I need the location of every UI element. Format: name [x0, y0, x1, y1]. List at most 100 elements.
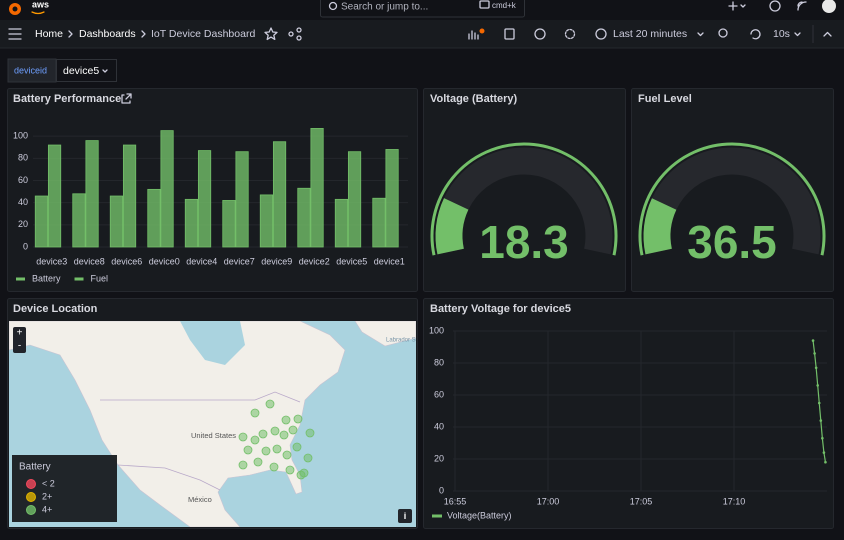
device-marker[interactable]: [243, 445, 253, 455]
series-point: [821, 436, 824, 440]
y-tick-label: 100: [13, 131, 28, 141]
map[interactable]: Labrador Sea United States México + - Ba…: [9, 321, 423, 527]
refresh-button[interactable]: [750, 29, 761, 40]
help-button[interactable]: [769, 0, 781, 12]
device-marker[interactable]: [265, 399, 275, 409]
settings-button[interactable]: [564, 28, 576, 40]
device-marker[interactable]: [282, 450, 292, 460]
brand-smile: [31, 11, 45, 15]
device-markers: [238, 399, 315, 480]
bar: [147, 188, 161, 248]
gauge-threshold: [430, 142, 618, 256]
place-label: United States: [191, 431, 236, 440]
user-avatar[interactable]: [822, 0, 836, 13]
zoom-out[interactable]: -: [18, 341, 21, 352]
x-tick-label: device5: [336, 256, 367, 266]
legend-label: 4+: [42, 504, 52, 514]
device-marker[interactable]: [293, 414, 303, 424]
device-marker[interactable]: [292, 442, 302, 452]
y-tick-label: 60: [434, 389, 444, 399]
y-tick-label: 100: [429, 325, 444, 335]
y-tick-label: 60: [18, 175, 28, 185]
y-tick-label: 80: [18, 153, 28, 163]
hudson-bay: [180, 321, 245, 365]
insights-button[interactable]: [534, 28, 546, 40]
bar: [310, 128, 324, 248]
device-marker[interactable]: [258, 429, 268, 439]
news-button[interactable]: [797, 1, 807, 11]
series-point: [813, 352, 816, 355]
device-marker[interactable]: [303, 453, 313, 463]
gauge-value: [643, 198, 677, 255]
device-marker[interactable]: [270, 426, 280, 436]
collapse-button[interactable]: [823, 31, 832, 37]
star-button[interactable]: [264, 27, 278, 41]
legend-label: Fuel: [91, 273, 109, 283]
panel-link[interactable]: [121, 93, 132, 104]
breadcrumb[interactable]: Home: [35, 28, 63, 40]
breadcrumb[interactable]: Dashboards: [79, 28, 136, 40]
panel-title: Fuel Level: [638, 93, 692, 105]
device-marker[interactable]: [269, 462, 279, 472]
add-panel-button[interactable]: [468, 30, 479, 40]
share-button[interactable]: [288, 27, 302, 41]
time-range-picker[interactable]: Last 20 minutes: [613, 28, 687, 40]
variable-caret: [102, 69, 108, 73]
legend-swatch: [26, 505, 36, 515]
y-tick-label: 0: [23, 241, 28, 251]
x-tick-label: device7: [224, 256, 255, 266]
menu-button[interactable]: [8, 28, 22, 40]
device-marker[interactable]: [253, 457, 263, 467]
device-marker[interactable]: [305, 428, 315, 438]
breadcrumb-current: IoT Device Dashboard: [151, 28, 255, 40]
series-point: [816, 384, 819, 387]
bar: [385, 149, 399, 248]
brand: aws: [32, 0, 49, 9]
bar: [334, 198, 349, 248]
panel: [631, 88, 834, 292]
info-button[interactable]: i: [404, 511, 407, 521]
x-tick-label: device3: [36, 256, 67, 266]
series-point: [824, 460, 827, 464]
search-icon: [328, 1, 338, 11]
grafana-logo-inner: [12, 6, 18, 12]
device-marker[interactable]: [238, 460, 248, 470]
device-marker[interactable]: [285, 465, 295, 475]
search-box[interactable]: [320, 0, 525, 18]
x-tick-label: 17:10: [723, 496, 746, 506]
x-tick-label: device6: [111, 256, 142, 266]
x-tick-label: 16:55: [444, 496, 467, 506]
zoom-out-button[interactable]: [718, 28, 728, 38]
device-marker[interactable]: [299, 468, 309, 478]
legend-label: < 2: [42, 478, 55, 488]
place-label: Labrador Sea: [386, 338, 423, 344]
device-marker[interactable]: [238, 432, 248, 442]
save-button[interactable]: [504, 28, 515, 40]
variable-label: deviceid: [14, 65, 47, 75]
bar: [197, 150, 212, 248]
device-marker[interactable]: [261, 446, 271, 456]
device-marker[interactable]: [250, 435, 260, 445]
variable-select[interactable]: [56, 59, 117, 82]
zoom-controls: [13, 327, 26, 353]
bar: [259, 194, 274, 248]
nav-bar: [0, 20, 844, 48]
device-marker[interactable]: [279, 430, 289, 440]
panel-title: Battery Performance: [13, 93, 121, 105]
place-label: México: [188, 495, 212, 504]
device-marker[interactable]: [250, 408, 260, 418]
zoom-in[interactable]: +: [17, 328, 23, 339]
device-marker[interactable]: [281, 415, 291, 425]
new-button[interactable]: [728, 1, 746, 11]
gauge-value-label: 18.3: [479, 216, 569, 268]
device-marker[interactable]: [288, 425, 298, 435]
device-marker[interactable]: [272, 444, 282, 454]
x-tick-label: device8: [74, 256, 105, 266]
series-point: [822, 451, 826, 454]
refresh-caret: [794, 32, 801, 37]
refresh-interval[interactable]: 10s: [773, 28, 790, 40]
y-tick-label: 20: [18, 219, 28, 229]
y-tick-label: 20: [434, 453, 444, 463]
panel-title: Voltage (Battery): [430, 93, 518, 105]
